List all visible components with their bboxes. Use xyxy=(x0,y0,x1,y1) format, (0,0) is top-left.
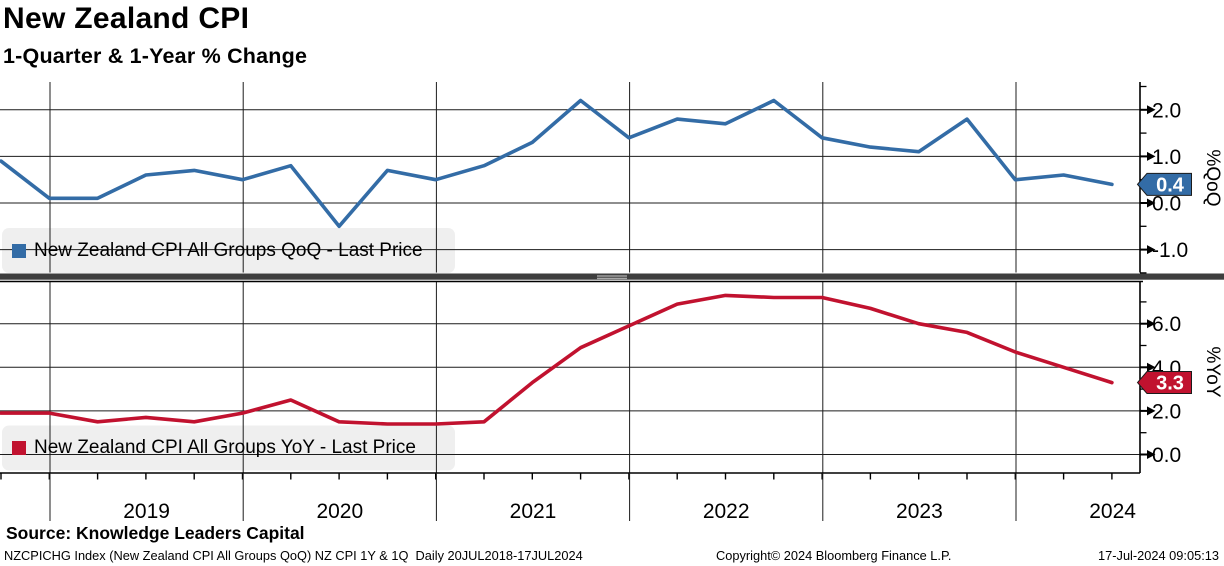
x-year-label: 2021 xyxy=(510,500,557,523)
last-price-badge xyxy=(1136,371,1192,395)
y-tick-label: 2.0 xyxy=(1152,400,1181,423)
last-price-value: 3.3 xyxy=(1156,373,1184,395)
tick-arrow-icon xyxy=(1147,245,1156,255)
legend-background xyxy=(2,425,455,471)
y-tick-label: 1.0 xyxy=(1152,146,1181,169)
qoq-panel: 2.0 1.0 0.0 -1.0 0.4 %QoQ xyxy=(0,82,1223,274)
tick-arrow-icon xyxy=(1147,319,1156,329)
yoy-panel: 6.04.02.00.03.3 %YoY xyxy=(0,280,1223,473)
tick-arrow-icon xyxy=(1147,198,1156,208)
panel-separator[interactable] xyxy=(0,273,1224,280)
series-line-yoy xyxy=(0,293,1114,426)
last-price-value: 0.4 xyxy=(1156,174,1185,196)
page-subtitle: 1-Quarter & 1-Year % Change xyxy=(3,44,308,68)
tick-arrow-icon xyxy=(1147,406,1156,416)
x-year-label: 2022 xyxy=(703,500,750,523)
timestamp: 17-Jul-2024 09:05:13 xyxy=(1098,548,1219,563)
y-tick-label: 6.0 xyxy=(1152,313,1181,336)
tick-arrow-icon xyxy=(1147,151,1156,161)
qoq-legend-swatch-icon xyxy=(12,243,26,258)
y-tick-label: 0.0 xyxy=(1152,444,1181,467)
copyright-text: Copyright© 2024 Bloomberg Finance L.P. xyxy=(716,548,952,563)
y-axis-title: %YoY xyxy=(1202,346,1223,397)
y-tick-label: -1.0 xyxy=(1152,239,1188,262)
tick-arrow-icon xyxy=(1147,362,1156,372)
source-credit: Source: Knowledge Leaders Capital xyxy=(6,523,305,543)
x-year-label: 2023 xyxy=(896,500,943,523)
legend-background xyxy=(2,228,455,273)
tick-arrow-icon xyxy=(1147,105,1156,115)
y-tick-label: 0.0 xyxy=(1152,193,1181,216)
yoy-legend-swatch-icon xyxy=(12,440,26,455)
page-title: New Zealand CPI xyxy=(3,2,250,35)
legend-qoq[interactable]: New Zealand CPI All Groups QoQ - Last Pr… xyxy=(12,228,423,273)
x-year-label: 2020 xyxy=(316,500,363,523)
legend-yoy[interactable]: New Zealand CPI All Groups YoY - Last Pr… xyxy=(12,425,416,470)
x-year-label: 2019 xyxy=(123,500,170,523)
last-price-badge xyxy=(1136,172,1192,196)
ticker-info: NZCPICHG Index (New Zealand CPI All Grou… xyxy=(4,548,583,563)
qoq-legend-label: New Zealand CPI All Groups QoQ - Last Pr… xyxy=(34,239,423,261)
yoy-legend-label: New Zealand CPI All Groups YoY - Last Pr… xyxy=(34,436,416,458)
separator-grip-icon[interactable] xyxy=(597,275,627,280)
y-axis-title: %QoQ xyxy=(1202,149,1223,206)
terminal-footer: NZCPICHG Index (New Zealand CPI All Grou… xyxy=(0,548,1224,564)
series-line-qoq xyxy=(0,98,1114,229)
x-year-label: 2024 xyxy=(1089,500,1136,523)
tick-arrow-icon xyxy=(1147,450,1156,459)
x-axis: 2019 2020 2021 2022 2023 2024 xyxy=(0,472,1140,523)
y-tick-label: 2.0 xyxy=(1152,99,1181,122)
